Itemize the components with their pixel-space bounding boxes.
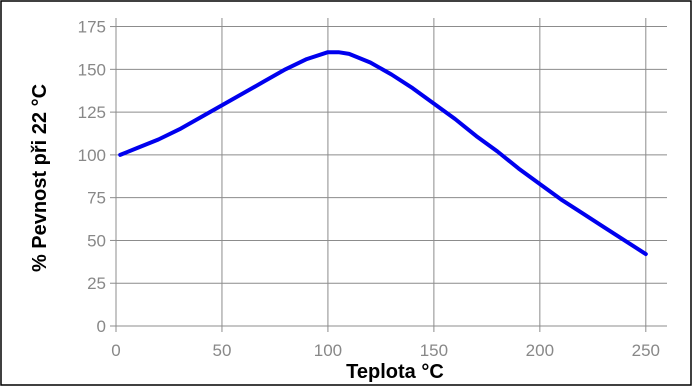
y-tick-label: 125 [78, 103, 106, 122]
x-tick-label: 150 [420, 341, 448, 360]
x-tick-label: 50 [213, 341, 232, 360]
y-tick-label: 0 [97, 317, 106, 336]
y-tick-label: 50 [87, 231, 106, 250]
data-lines [118, 50, 648, 257]
x-axis-title: Teplota °C [346, 361, 444, 383]
y-axis-title: % Pevnost při 22 °C [29, 84, 51, 272]
tick-labels: 0 25 50 75 100 125 150 175 0 50 100 150 200 250 [78, 18, 660, 360]
y-tick-label: 25 [87, 274, 106, 293]
x-tick-label: 0 [111, 341, 120, 360]
grid [110, 18, 667, 332]
x-tick-label: 200 [526, 341, 554, 360]
x-tick-label: 250 [632, 341, 660, 360]
y-tick-label: 100 [78, 146, 106, 165]
y-tick-label: 175 [78, 18, 106, 37]
y-tick-label: 150 [78, 60, 106, 79]
x-tick-label: 100 [314, 341, 342, 360]
y-tick-label: 75 [87, 189, 106, 208]
series-line [118, 50, 648, 257]
